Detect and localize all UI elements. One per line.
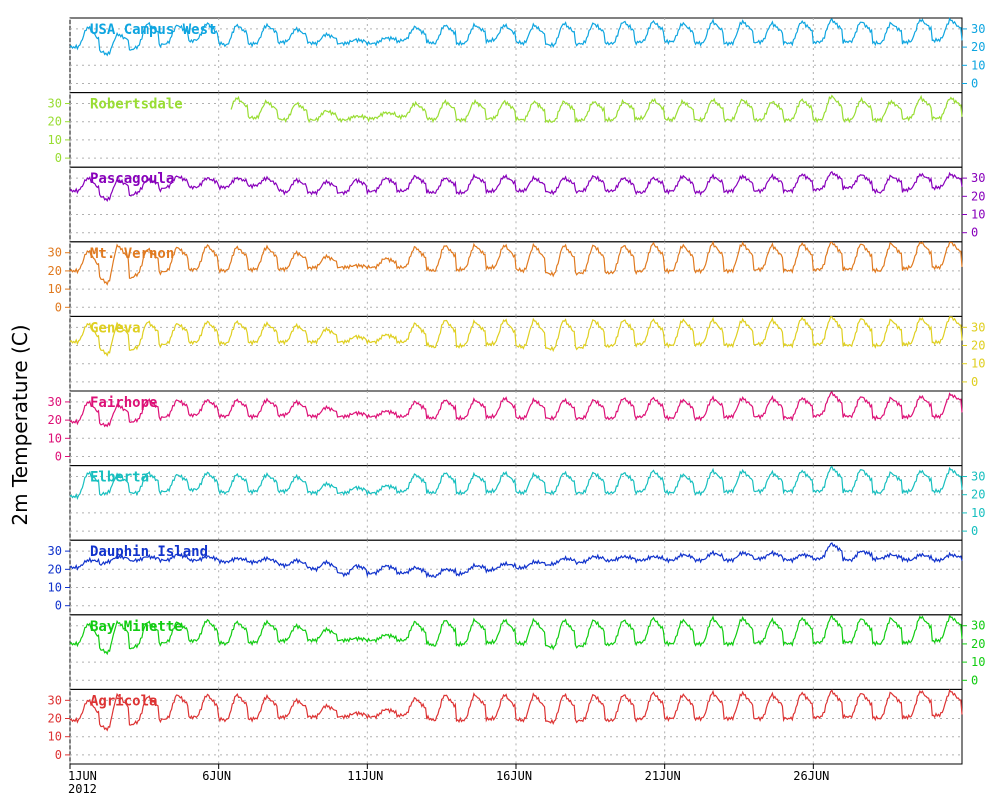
y-tick-label: 30 xyxy=(971,22,985,36)
x-tick-label: 1JUN xyxy=(68,769,97,783)
y-tick-label: 20 xyxy=(48,115,62,129)
x-tick-label: 21JUN xyxy=(645,769,681,783)
temperature-series-line xyxy=(69,465,963,501)
station-panel: 0 10 20 30 Bay Minette xyxy=(69,614,985,690)
station-name-label: Bay Minette xyxy=(90,619,183,635)
station-panel: 0 10 20 30 Fairhope xyxy=(48,390,963,467)
y-tick-label: 10 xyxy=(48,133,62,147)
y-tick-label: 0 xyxy=(971,524,978,538)
y-tick-label: 0 xyxy=(55,599,62,613)
x-axis-year-label: 2012 xyxy=(68,782,97,796)
station-name-label: USA Campus West xyxy=(90,22,216,38)
y-tick-label: 20 xyxy=(971,637,985,651)
y-tick-label: 10 xyxy=(971,655,985,669)
station-name-label: Agricola xyxy=(90,693,157,709)
temperature-series-line xyxy=(69,316,963,357)
y-tick-label: 0 xyxy=(971,77,978,91)
station-panel: 0 10 20 30 Mt. Vernon xyxy=(48,240,963,317)
y-tick-label: 20 xyxy=(971,40,985,54)
y-tick-label: 30 xyxy=(48,544,62,558)
y-tick-label: 10 xyxy=(971,357,985,371)
x-tick-label: 26JUN xyxy=(793,769,829,783)
station-name-label: Robertsdale xyxy=(90,97,183,113)
x-tick-label: 16JUN xyxy=(496,769,532,783)
station-panel: 0 10 20 30 Agricola xyxy=(48,688,963,765)
y-tick-label: 0 xyxy=(55,151,62,165)
station-name-label: Fairhope xyxy=(90,395,157,411)
x-tick-label: 6JUN xyxy=(202,769,231,783)
y-tick-label: 30 xyxy=(971,619,985,633)
y-tick-label: 20 xyxy=(971,189,985,203)
y-tick-label: 30 xyxy=(48,246,62,260)
y-tick-label: 0 xyxy=(971,673,978,687)
y-tick-label: 0 xyxy=(971,226,978,240)
y-tick-label: 0 xyxy=(55,300,62,314)
y-tick-label: 10 xyxy=(971,58,985,72)
y-tick-label: 0 xyxy=(971,375,978,389)
station-panel: 0 10 20 30 Pascagoula xyxy=(69,166,985,243)
station-panels: 0 10 20 30 USA Campus West 0 10 20 30 Robertsdale… xyxy=(48,17,985,765)
station-name-label: Geneva xyxy=(90,320,141,336)
station-name-label: Dauphin Island xyxy=(90,544,208,560)
y-tick-label: 10 xyxy=(48,282,62,296)
y-tick-label: 20 xyxy=(48,264,62,278)
y-tick-label: 10 xyxy=(48,730,62,744)
temperature-series-line xyxy=(69,240,963,286)
y-axis-title: 2m Temperature (C) xyxy=(8,324,32,525)
temperature-series-line xyxy=(69,390,963,428)
y-tick-label: 30 xyxy=(48,395,62,409)
temperature-series-line xyxy=(69,17,963,57)
y-tick-label: 20 xyxy=(48,413,62,427)
y-tick-label: 30 xyxy=(48,693,62,707)
temperature-series-line xyxy=(69,542,963,579)
station-name-label: Mt. Vernon xyxy=(90,246,174,262)
y-tick-label: 20 xyxy=(48,562,62,576)
y-tick-label: 0 xyxy=(55,450,62,464)
station-panel: 0 10 20 30 Geneva xyxy=(69,315,985,392)
y-tick-label: 10 xyxy=(48,581,62,595)
x-tick-label: 11JUN xyxy=(347,769,383,783)
temperature-series-line xyxy=(69,688,963,732)
station-name-label: Elberta xyxy=(90,470,149,486)
y-tick-label: 30 xyxy=(48,97,62,111)
station-panel: 0 10 20 30 Elberta xyxy=(69,465,985,541)
y-tick-label: 20 xyxy=(48,712,62,726)
temperature-series-line xyxy=(69,614,963,656)
y-tick-label: 10 xyxy=(971,506,985,520)
y-tick-label: 20 xyxy=(971,339,985,353)
y-tick-label: 10 xyxy=(48,431,62,445)
station-panel: 0 10 20 30 Dauphin Island xyxy=(48,539,963,616)
station-panel: 0 10 20 30 USA Campus West xyxy=(69,17,985,94)
y-tick-label: 20 xyxy=(971,488,985,502)
station-name-label: Pascagoula xyxy=(90,171,174,187)
station-panel: 0 10 20 30 Robertsdale xyxy=(48,92,963,168)
y-tick-label: 30 xyxy=(971,470,985,484)
y-tick-label: 30 xyxy=(971,171,985,185)
y-tick-label: 10 xyxy=(971,208,985,222)
y-tick-label: 0 xyxy=(55,748,62,762)
x-axis: 1JUN 6JUN 11JUN 16JUN 21JUN 26JUN 2012 xyxy=(68,764,829,796)
temperature-series-line xyxy=(69,170,963,203)
y-tick-label: 30 xyxy=(971,320,985,334)
temperature-series-line xyxy=(230,94,963,124)
